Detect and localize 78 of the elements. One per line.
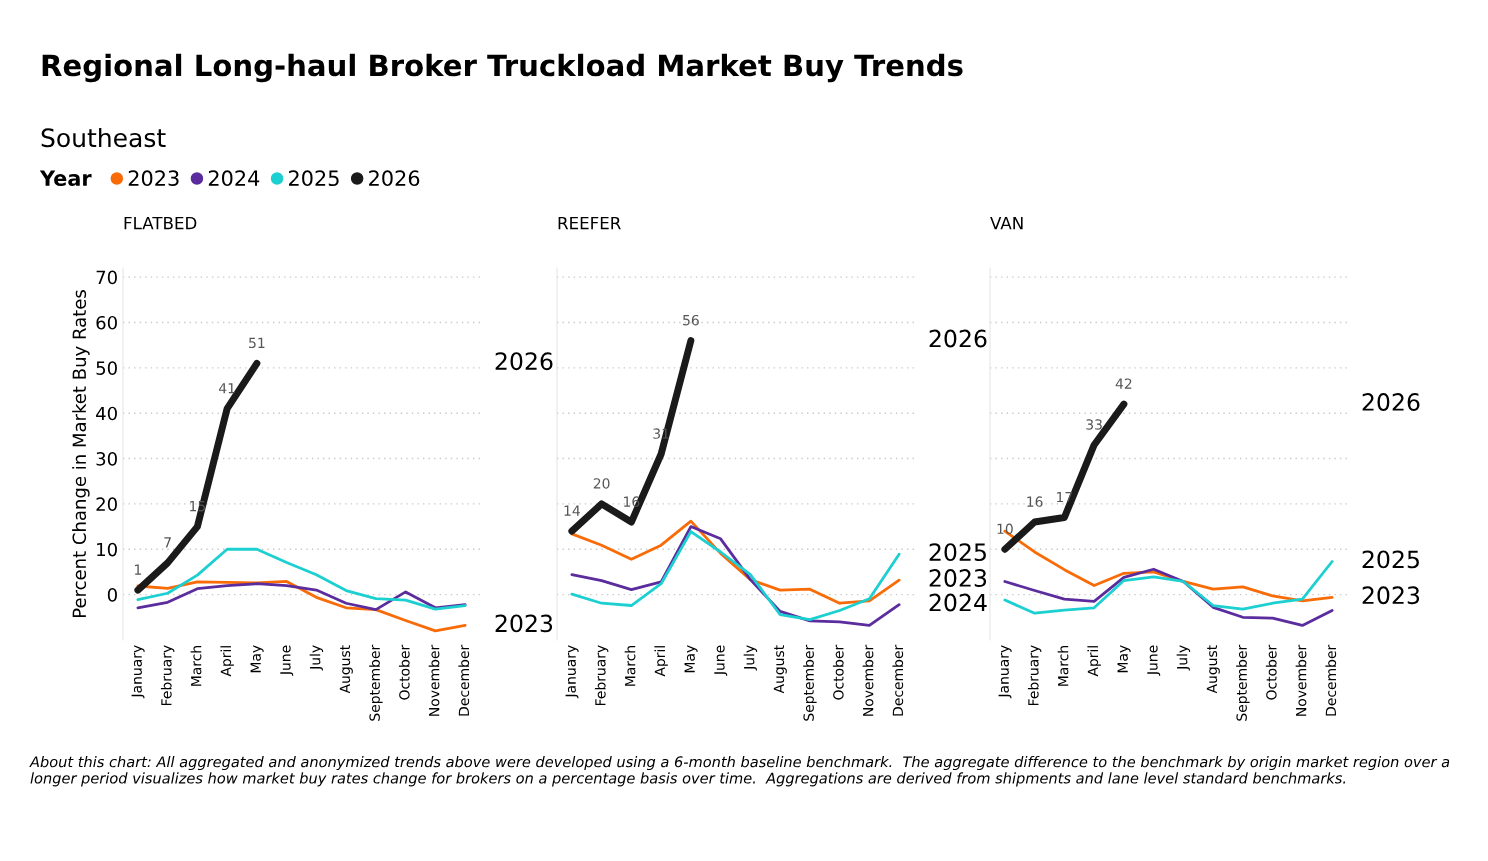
x-tick-label: October xyxy=(1265,644,1277,700)
data-label: 16 xyxy=(1027,496,1043,507)
text: 2026 xyxy=(495,352,553,371)
x-tick-label: October xyxy=(398,644,410,700)
chart-title: FLATBED xyxy=(124,216,197,230)
data-label: 41 xyxy=(218,383,235,394)
y-tick-label: 10 xyxy=(97,542,117,557)
x-tick-label: August xyxy=(773,645,787,694)
data-label: 1 xyxy=(134,564,142,575)
data-label: 56 xyxy=(683,314,699,326)
x-tick-label: December xyxy=(892,644,904,716)
x-tick-label: June xyxy=(1147,645,1161,676)
x-tick-label: June xyxy=(280,645,294,676)
data-label: 10 xyxy=(997,523,1013,535)
x-tick-label: April xyxy=(1087,646,1101,677)
series-label: 2024 xyxy=(929,593,987,612)
x-tick-label: February xyxy=(594,645,609,706)
y-tick-label: 50 xyxy=(96,361,117,375)
x-tick-label: August xyxy=(1206,645,1220,694)
legend-label: 2025 xyxy=(288,170,339,187)
series-label: 2023 xyxy=(1362,586,1420,605)
data-label: 7 xyxy=(164,537,171,548)
x-tick-label: February xyxy=(160,645,175,706)
x-tick-label: September xyxy=(1236,644,1250,721)
text: Southeast xyxy=(41,127,166,148)
data-label: 42 xyxy=(1115,378,1132,389)
data-label: 51 xyxy=(249,337,265,349)
y-tick-label: 60 xyxy=(96,315,117,330)
legend-label: 2026 xyxy=(369,170,420,187)
x-tick-label: March xyxy=(1057,646,1069,686)
y-axis-title: Percent Change in Market Buy Rates xyxy=(72,290,90,618)
chart-title: VAN xyxy=(990,216,1023,230)
data-label: 33 xyxy=(1086,419,1102,430)
legend-label: 2023 xyxy=(128,170,179,187)
text: Regional Long-haul Broker Truckload Market Buy Trends xyxy=(42,53,963,83)
x-tick-label: May xyxy=(684,645,698,673)
y-tick-label: 70 xyxy=(96,270,117,285)
data-label: 14 xyxy=(564,505,580,516)
text: About this chart: All aggregated and anonymized trends above were developed using a 6-month baseline benchmark. The aggregate difference to the benchmark by origin market region over a longer period visualizes how market buy rates change for brokers on a percentage basis over time. Aggregations are derived from shipments and lane level standard benchmarks. xyxy=(29,756,1450,787)
line-series xyxy=(136,582,467,611)
x-tick-label: July xyxy=(1176,645,1191,671)
x-tick-label: October xyxy=(832,644,844,700)
x-tick-label: May xyxy=(1117,645,1131,673)
x-tick-label: December xyxy=(1325,644,1337,716)
y-tick-label: 0 xyxy=(107,588,117,602)
x-tick-label: December xyxy=(458,644,470,716)
x-tick-label: August xyxy=(339,645,353,694)
x-tick-label: July xyxy=(309,645,324,671)
text: 2026 xyxy=(1362,393,1420,411)
x-tick-label: March xyxy=(190,646,202,686)
line-series xyxy=(136,547,467,611)
text: 2026 xyxy=(929,329,987,348)
x-tick-label: January xyxy=(131,645,145,699)
series-label: 2025 xyxy=(929,543,986,562)
x-tick-label: November xyxy=(1295,644,1307,716)
x-tick-label: November xyxy=(428,644,440,716)
series-label: 2025 xyxy=(1362,550,1419,569)
data-label: 20 xyxy=(593,478,610,489)
x-tick-label: February xyxy=(1027,645,1042,706)
chart-title: REEFER xyxy=(558,216,621,230)
x-tick-label: June xyxy=(714,645,728,676)
series-label: 2023 xyxy=(929,569,987,587)
x-tick-label: April xyxy=(654,646,668,677)
y-tick-label: 30 xyxy=(96,452,117,466)
legend-title: Year xyxy=(39,170,92,187)
x-tick-label: November xyxy=(862,644,874,716)
y-tick-label: 40 xyxy=(96,406,117,421)
x-tick-label: July xyxy=(743,645,758,671)
x-tick-label: May xyxy=(250,645,264,673)
legend-label: 2024 xyxy=(208,170,260,187)
y-tick-label: 20 xyxy=(96,497,117,512)
x-tick-label: September xyxy=(369,644,383,721)
x-tick-label: January xyxy=(998,645,1012,699)
text: 2023 xyxy=(495,614,553,633)
x-tick-label: January xyxy=(565,645,579,699)
x-tick-label: September xyxy=(803,644,817,721)
x-tick-label: April xyxy=(220,646,234,677)
x-tick-label: March xyxy=(624,646,636,686)
